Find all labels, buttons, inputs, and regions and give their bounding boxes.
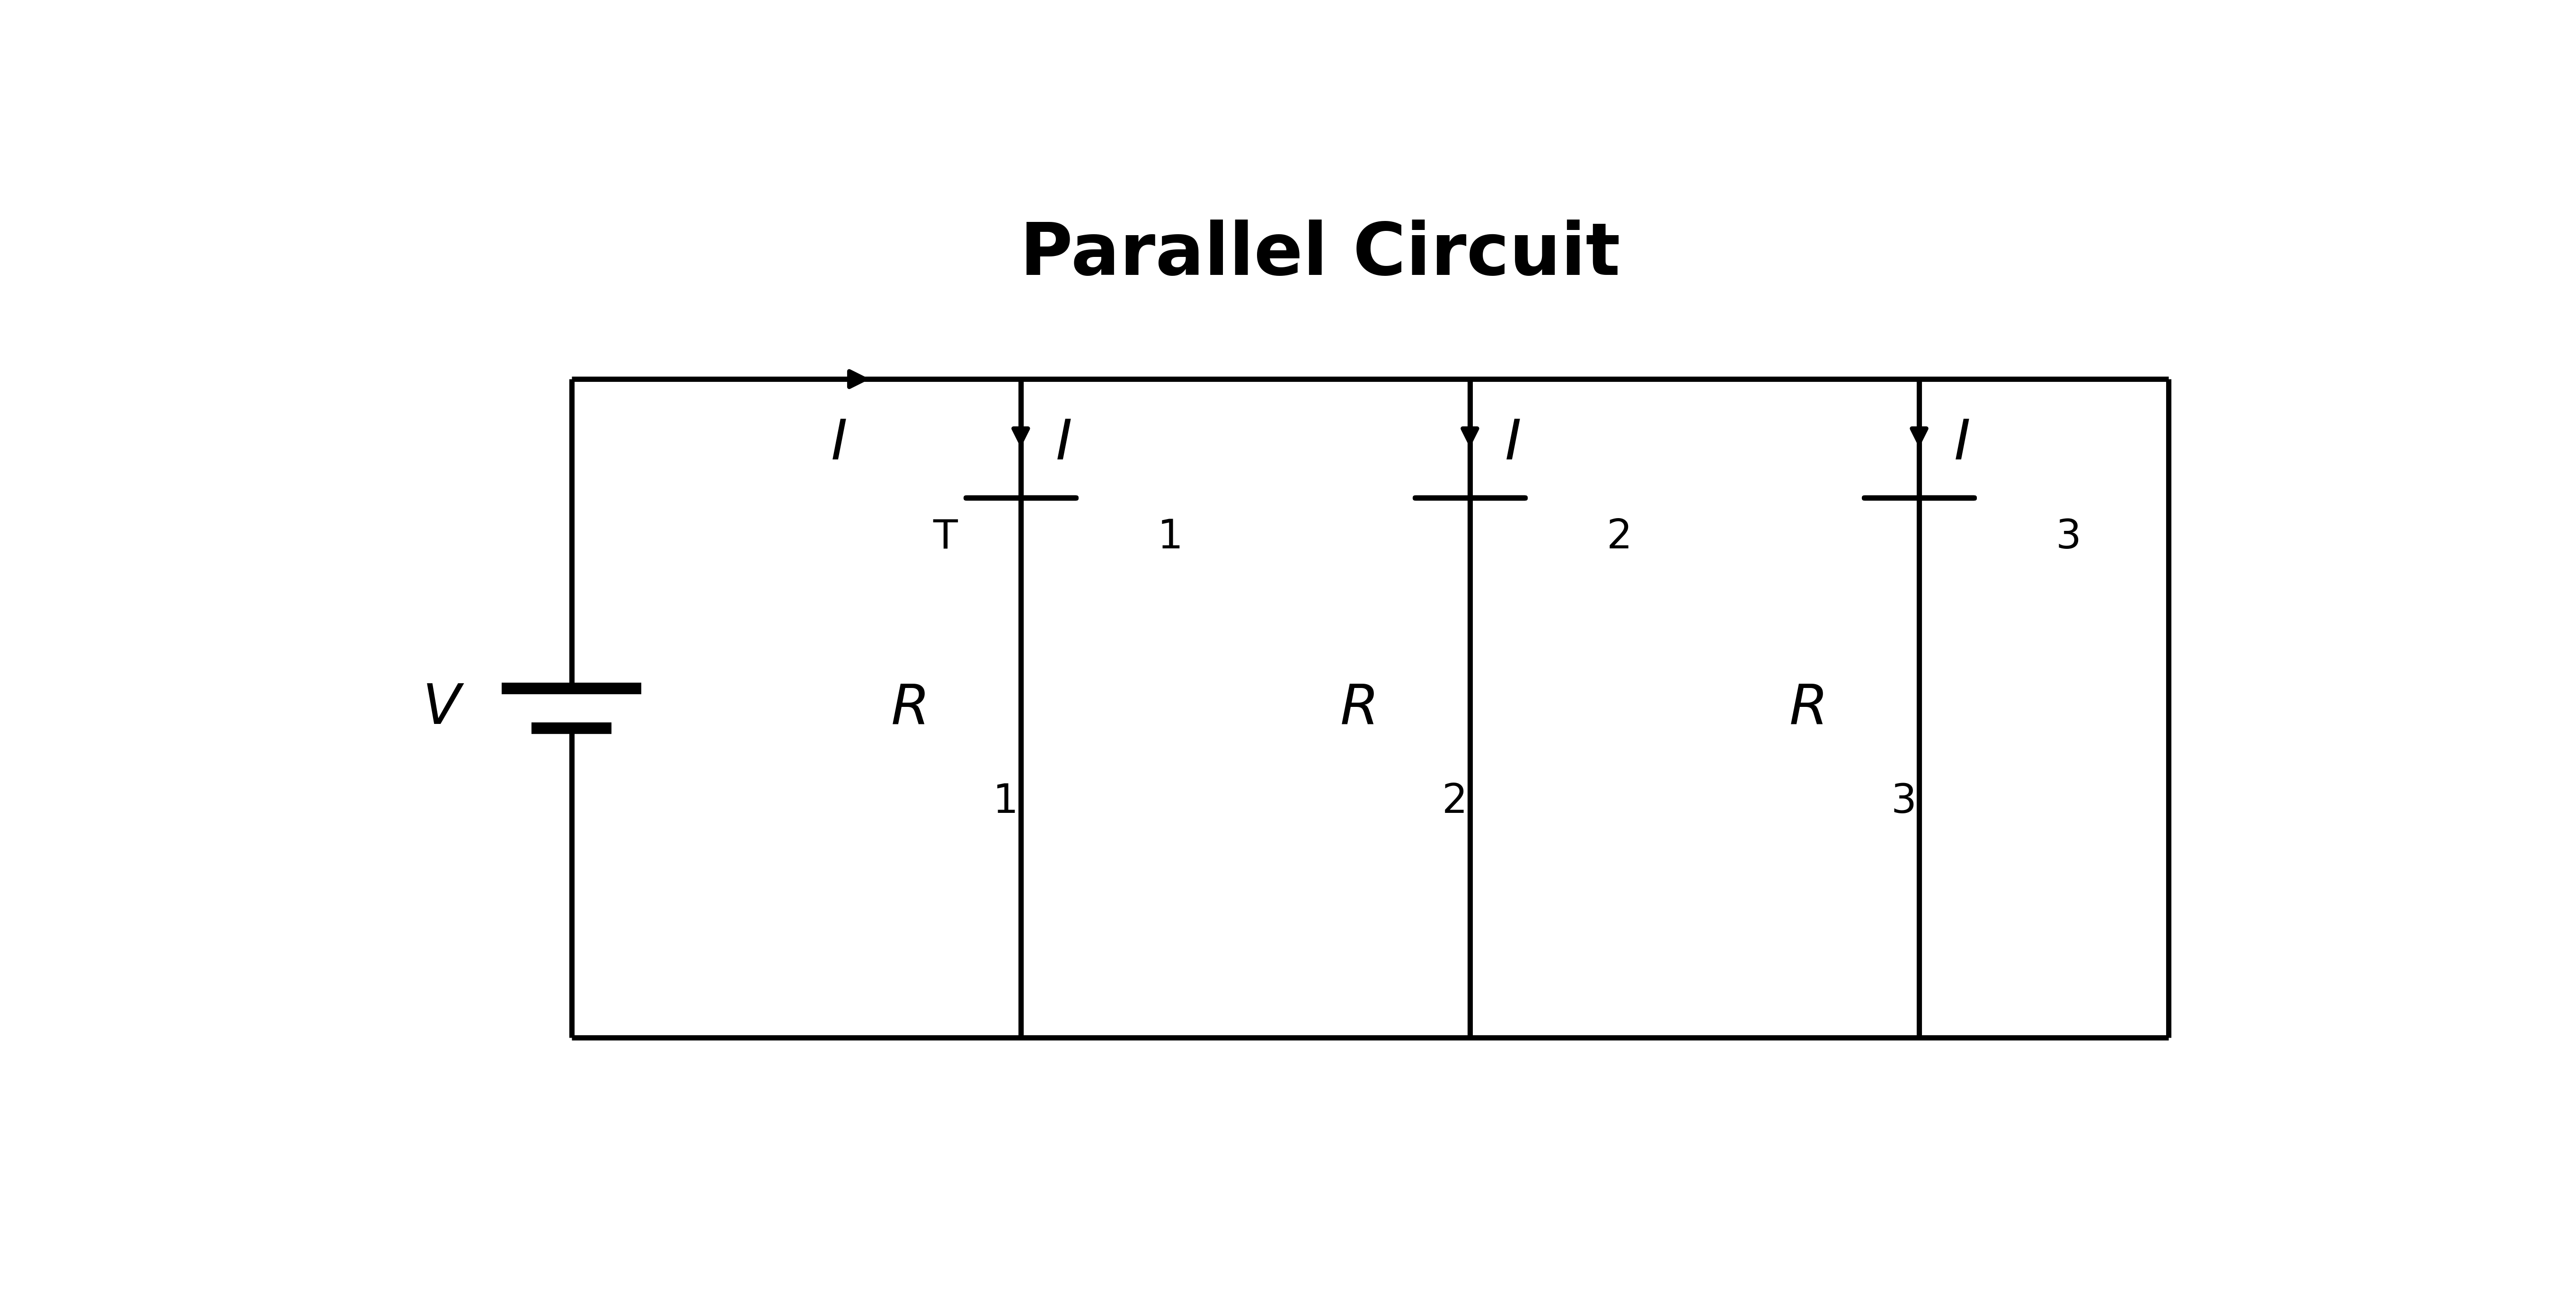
Text: 1: 1: [992, 782, 1018, 822]
Text: Parallel Circuit: Parallel Circuit: [1020, 219, 1620, 289]
Text: I: I: [1955, 417, 1971, 471]
Text: 3: 3: [2056, 518, 2081, 557]
Text: I: I: [1504, 417, 1522, 471]
Text: R: R: [1790, 682, 1829, 735]
Text: 2: 2: [1443, 782, 1468, 822]
Text: I: I: [1056, 417, 1072, 471]
Text: R: R: [891, 682, 930, 735]
Text: 1: 1: [1157, 518, 1182, 557]
Text: 2: 2: [1607, 518, 1633, 557]
Text: 3: 3: [1891, 782, 1917, 822]
Text: R: R: [1340, 682, 1378, 735]
Text: I: I: [832, 417, 848, 471]
Text: V: V: [422, 682, 461, 735]
Text: T: T: [933, 518, 958, 557]
